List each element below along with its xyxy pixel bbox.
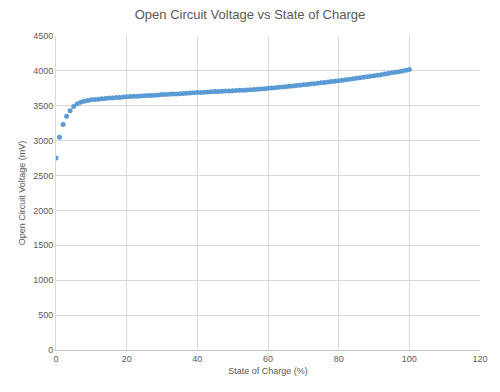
svg-text:Open Circuit Voltage vs State: Open Circuit Voltage vs State of Charge bbox=[135, 7, 366, 22]
svg-text:120: 120 bbox=[472, 354, 487, 364]
svg-text:1500: 1500 bbox=[33, 240, 53, 250]
svg-text:State of Charge (%): State of Charge (%) bbox=[228, 366, 308, 376]
svg-text:Open Circuit Voltage (mV): Open Circuit Voltage (mV) bbox=[17, 141, 27, 246]
svg-text:3500: 3500 bbox=[33, 101, 53, 111]
svg-text:1000: 1000 bbox=[33, 275, 53, 285]
svg-text:2000: 2000 bbox=[33, 206, 53, 216]
svg-text:80: 80 bbox=[334, 354, 344, 364]
svg-text:0: 0 bbox=[53, 354, 58, 364]
svg-text:500: 500 bbox=[38, 310, 53, 320]
svg-text:100: 100 bbox=[402, 354, 417, 364]
svg-text:60: 60 bbox=[263, 354, 273, 364]
svg-text:0: 0 bbox=[48, 345, 53, 355]
svg-text:4000: 4000 bbox=[33, 66, 53, 76]
svg-text:2500: 2500 bbox=[33, 171, 53, 181]
svg-text:4500: 4500 bbox=[33, 31, 53, 41]
svg-text:3000: 3000 bbox=[33, 136, 53, 146]
svg-text:20: 20 bbox=[122, 354, 132, 364]
svg-text:40: 40 bbox=[192, 354, 202, 364]
